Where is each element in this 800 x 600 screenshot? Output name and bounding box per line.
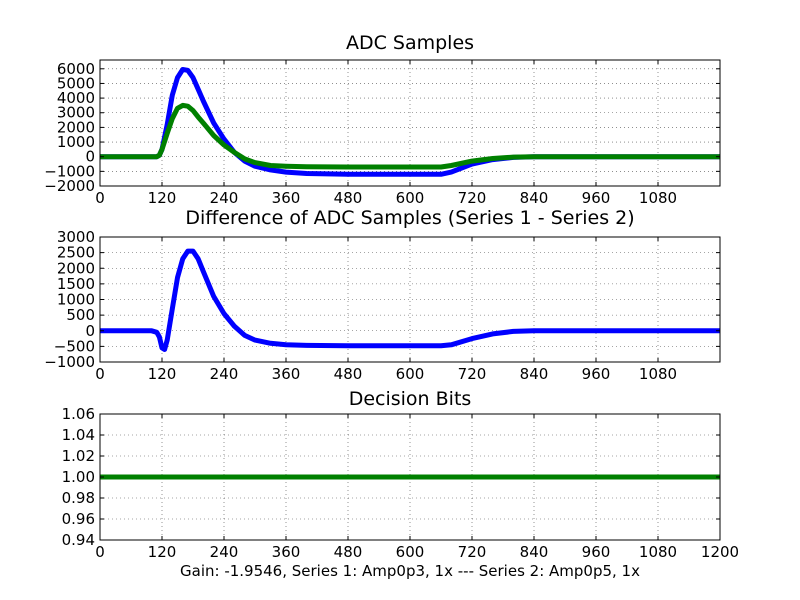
- difference-y-tick-label: 2500: [57, 244, 95, 262]
- adc-samples-x-tick-label: 360: [272, 189, 301, 207]
- decision-bits-x-tick-label: 480: [334, 543, 363, 561]
- difference-series: [100, 248, 720, 352]
- adc-samples-y-tick-label: 1000: [57, 133, 95, 151]
- difference-x-tick-label: 0: [95, 365, 105, 383]
- adc-samples-y-tick-label: 0: [85, 148, 95, 166]
- difference-y-tick-label: 2000: [57, 259, 95, 277]
- adc-samples-line-series-2: [100, 102, 720, 170]
- decision-bits-x-tick-label: 960: [582, 543, 611, 561]
- decision-bits-grid: [100, 414, 720, 540]
- difference-y-tick-label: −500: [54, 337, 95, 355]
- adc-samples-x-tick-label: 960: [582, 189, 611, 207]
- decision-bits-y-ticks: 1.06 1.04 1.02 1.00 0.98 0.96 0.94: [62, 405, 720, 549]
- difference-x-tick-label: 840: [520, 365, 549, 383]
- decision-bits-x-tick-label: 600: [396, 543, 425, 561]
- difference-x-ticks: 0 120 240 360 480 600 720 840 960 1080: [95, 237, 677, 383]
- difference-y-tick-label: 3000: [57, 228, 95, 246]
- difference-panel: Difference of ADC Samples (Series 1 - Se…: [44, 207, 721, 383]
- decision-bits-x-tick-label: 840: [520, 543, 549, 561]
- difference-x-tick-label: 1080: [639, 365, 677, 383]
- adc-samples-x-tick-label: 720: [458, 189, 487, 207]
- adc-samples-y-tick-label: 2000: [57, 118, 95, 136]
- difference-x-tick-label: 720: [458, 365, 487, 383]
- adc-samples-x-tick-label: 600: [396, 189, 425, 207]
- decision-bits-y-tick-label: 0.96: [62, 510, 95, 528]
- decision-bits-panel: Decision Bits 0 120 240 360 480 600 720 840 960 1…: [62, 388, 740, 561]
- decision-bits-x-tick-label: 120: [148, 543, 177, 561]
- decision-bits-x-ticks: 0 120 240 360 480 600 720 840 960 1080 1200: [95, 414, 739, 561]
- adc-samples-x-tick-label: 120: [148, 189, 177, 207]
- decision-bits-x-tick-label: 720: [458, 543, 487, 561]
- adc-samples-title: ADC Samples: [346, 32, 474, 54]
- adc-samples-y-tick-label: −2000: [44, 177, 95, 195]
- difference-title: Difference of ADC Samples (Series 1 - Se…: [185, 207, 634, 229]
- adc-samples-x-tick-label: 1080: [639, 189, 677, 207]
- difference-y-tick-label: 1500: [57, 275, 95, 293]
- adc-samples-y-tick-label: 5000: [57, 74, 95, 92]
- adc-samples-series: [100, 67, 720, 177]
- difference-x-tick-label: 480: [334, 365, 363, 383]
- adc-samples-x-tick-label: 240: [210, 189, 239, 207]
- decision-bits-y-tick-label: 0.98: [62, 489, 95, 507]
- adc-samples-x-tick-label: 840: [520, 189, 549, 207]
- difference-x-tick-label: 360: [272, 365, 301, 383]
- adc-samples-y-tick-label: −1000: [44, 162, 95, 180]
- adc-samples-x-tick-label: 480: [334, 189, 363, 207]
- adc-samples-x-tick-label: 0: [95, 189, 105, 207]
- adc-samples-y-tick-label: 6000: [57, 60, 95, 78]
- adc-samples-y-tick-label: 3000: [57, 104, 95, 122]
- decision-bits-y-tick-label: 1.00: [62, 468, 95, 486]
- difference-y-tick-label: 1000: [57, 291, 95, 309]
- difference-x-tick-label: 960: [582, 365, 611, 383]
- adc-samples-panel: ADC Samples 0 120 240 360 480 600 720 840 960 108…: [44, 32, 721, 207]
- adc-samples-x-ticks: 0 120 240 360 480 600 720 840 960 1080: [95, 60, 677, 207]
- difference-grid: [100, 237, 720, 362]
- decision-bits-x-tick-label: 1080: [639, 543, 677, 561]
- difference-y-tick-label: −1000: [44, 353, 95, 371]
- decision-bits-y-tick-label: 1.06: [62, 405, 95, 423]
- difference-y-tick-label: 0: [85, 322, 95, 340]
- decision-bits-x-tick-label: 1200: [701, 543, 739, 561]
- decision-bits-x-tick-label: 240: [210, 543, 239, 561]
- decision-bits-y-tick-label: 0.94: [62, 531, 95, 549]
- difference-line-series-1-series-2: [100, 248, 720, 352]
- difference-x-tick-label: 600: [396, 365, 425, 383]
- decision-bits-title: Decision Bits: [349, 388, 472, 410]
- decision-bits-x-tick-label: 0: [95, 543, 105, 561]
- figure-caption: Gain: -1.9546, Series 1: Amp0p3, 1x --- …: [180, 562, 640, 580]
- difference-y-tick-label: 500: [66, 306, 95, 324]
- difference-x-tick-label: 120: [148, 365, 177, 383]
- decision-bits-y-tick-label: 1.02: [62, 447, 95, 465]
- adc-samples-y-tick-label: 4000: [57, 89, 95, 107]
- decision-bits-x-tick-label: 360: [272, 543, 301, 561]
- difference-x-tick-label: 240: [210, 365, 239, 383]
- decision-bits-y-tick-label: 1.04: [62, 426, 95, 444]
